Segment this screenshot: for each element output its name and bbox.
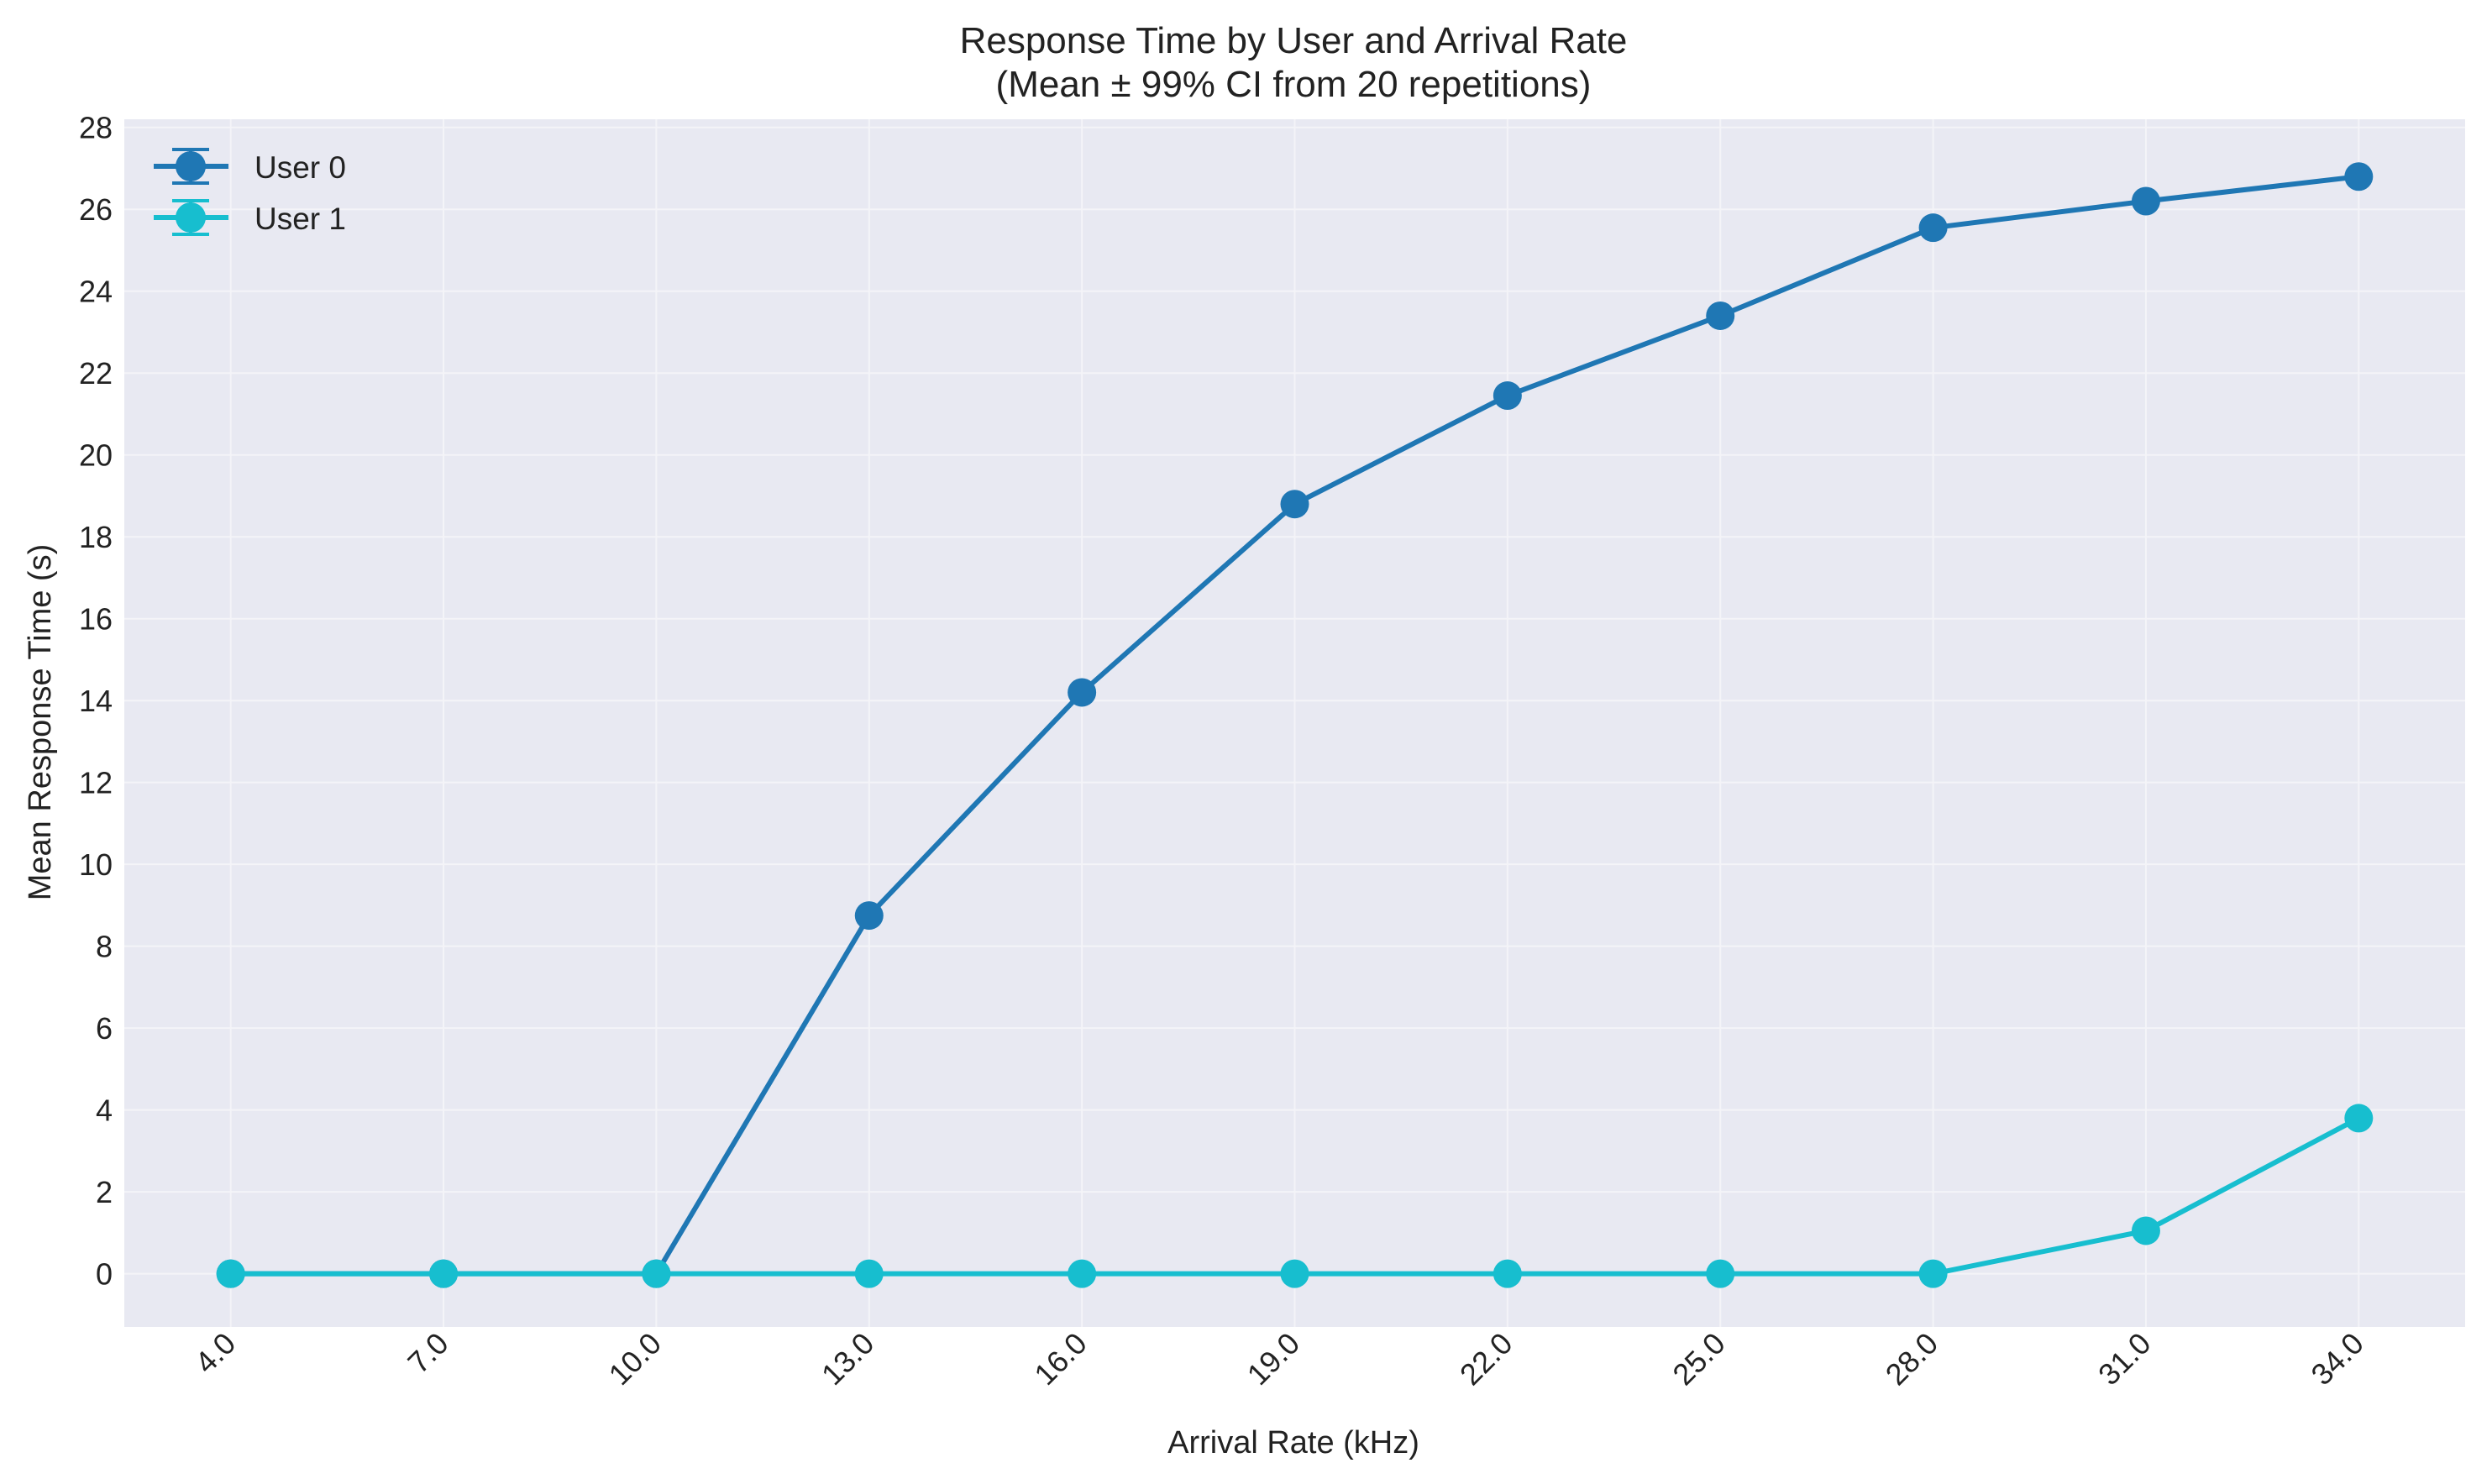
x-tick-label: 13.0 xyxy=(815,1326,881,1392)
data-point-user-1 xyxy=(1068,1259,1097,1288)
y-tick-label: 24 xyxy=(79,275,113,309)
x-tick-label: 28.0 xyxy=(1879,1326,1945,1392)
legend-label-user-1: User 1 xyxy=(254,202,346,236)
data-point-user-0 xyxy=(1918,213,1948,243)
legend-item-user-1: User 1 xyxy=(154,199,346,236)
y-tick-label: 22 xyxy=(79,356,113,391)
data-point-user-1 xyxy=(2131,1216,2160,1245)
y-tick-label: 28 xyxy=(79,111,113,145)
data-point-user-0 xyxy=(1493,381,1522,411)
data-point-user-0 xyxy=(1280,490,1309,519)
chart-title: Response Time by User and Arrival Rate xyxy=(960,20,1628,61)
x-tick-label: 34.0 xyxy=(2304,1326,2370,1392)
legend-item-user-0: User 0 xyxy=(154,148,346,185)
y-tick-label: 16 xyxy=(79,602,113,637)
y-tick-label: 14 xyxy=(79,684,113,718)
legend-marker-user-0 xyxy=(176,151,206,181)
series-layer xyxy=(216,162,2374,1288)
y-tick-label: 2 xyxy=(96,1175,113,1209)
x-tick-label: 10.0 xyxy=(602,1326,669,1392)
x-tick-label: 7.0 xyxy=(401,1326,454,1380)
data-point-user-0 xyxy=(854,901,884,931)
data-point-user-1 xyxy=(1706,1259,1735,1288)
data-point-user-0 xyxy=(1706,301,1735,330)
x-tick-label: 4.0 xyxy=(188,1326,242,1380)
legend-label-user-0: User 0 xyxy=(254,150,346,185)
chart-subtitle: (Mean ± 99% CI from 20 repetitions) xyxy=(996,64,1592,105)
y-tick-label: 18 xyxy=(79,520,113,554)
y-tick-label: 4 xyxy=(96,1093,113,1128)
y-tick-label: 12 xyxy=(79,766,113,800)
y-tick-label: 8 xyxy=(96,930,113,964)
data-point-user-1 xyxy=(2344,1104,2374,1133)
legend: User 0 User 1 xyxy=(154,148,346,236)
data-point-user-1 xyxy=(854,1259,884,1288)
y-tick-label: 0 xyxy=(96,1257,113,1292)
data-point-user-0 xyxy=(2131,186,2160,216)
x-tick-label: 16.0 xyxy=(1027,1326,1094,1392)
y-tick-label: 26 xyxy=(79,192,113,227)
y-axis-label: Mean Response Time (s) xyxy=(23,544,58,901)
data-point-user-1 xyxy=(642,1259,671,1288)
x-axis-label: Arrival Rate (kHz) xyxy=(1167,1425,1419,1460)
x-tick-label: 31.0 xyxy=(2091,1326,2158,1392)
y-tick-label: 20 xyxy=(79,438,113,473)
data-point-user-1 xyxy=(429,1259,459,1288)
legend-marker-user-1 xyxy=(176,202,206,233)
x-tick-label: 19.0 xyxy=(1241,1326,1307,1392)
data-point-user-0 xyxy=(2344,162,2374,191)
grid-lines xyxy=(124,119,2465,1327)
data-point-user-1 xyxy=(1493,1259,1522,1288)
x-axis-ticks: 4.0 7.0 10.0 13.0 16.0 19.0 22.0 25.0 28.0 31.0 34… xyxy=(188,1326,2370,1392)
x-tick-label: 25.0 xyxy=(1666,1326,1732,1392)
data-point-user-1 xyxy=(216,1259,245,1288)
data-point-user-1 xyxy=(1918,1259,1948,1288)
x-tick-label: 22.0 xyxy=(1453,1326,1519,1392)
data-point-user-1 xyxy=(1280,1259,1309,1288)
y-tick-label: 6 xyxy=(96,1011,113,1046)
series-user-1 xyxy=(216,1104,2374,1288)
y-tick-label: 10 xyxy=(79,847,113,882)
data-point-user-0 xyxy=(1068,678,1097,707)
